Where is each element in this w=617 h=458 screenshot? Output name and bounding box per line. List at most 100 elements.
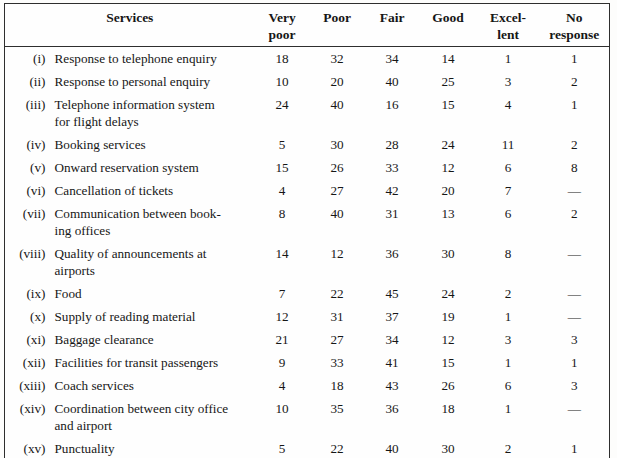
row-number: (xiii) [5, 374, 55, 397]
table-row: (xv) Punctuality 5 22 40 30 2 1 [5, 437, 610, 458]
cell-poor: 40 [310, 93, 365, 133]
service-name: Onward reservation system [55, 156, 255, 179]
cell-fair: 40 [365, 70, 420, 93]
cell-good: 20 [420, 179, 477, 202]
cell-poor: 27 [310, 328, 365, 351]
service-name: Response to personal enquiry [55, 70, 255, 93]
cell-very-poor: 5 [255, 133, 310, 156]
cell-excellent: 1 [477, 47, 540, 71]
header-very-poor: Very poor [255, 4, 310, 47]
header-excellent-line2: lent [477, 26, 540, 43]
cell-no-response: — [540, 397, 610, 437]
service-line1: Facilities for transit passengers [55, 354, 251, 371]
cell-fair: 36 [365, 397, 420, 437]
services-rating-table: Services Very poor Poor Fair Good Excel-… [4, 3, 610, 458]
cell-very-poor: 9 [255, 351, 310, 374]
cell-fair: 41 [365, 351, 420, 374]
service-name: Baggage clearance [55, 328, 255, 351]
row-number: (i) [5, 47, 55, 71]
header-row: Services Very poor Poor Fair Good Excel-… [5, 4, 610, 47]
service-name: Coordination between city office and air… [55, 397, 255, 437]
cell-very-poor: 24 [255, 93, 310, 133]
cell-fair: 33 [365, 156, 420, 179]
service-line1: Coordination between city office [55, 400, 251, 417]
service-line1: Onward reservation system [55, 159, 251, 176]
cell-excellent: 4 [477, 93, 540, 133]
cell-good: 30 [420, 242, 477, 282]
table-row: (xiii) Coach services 4 18 43 26 6 3 [5, 374, 610, 397]
cell-excellent: 1 [477, 351, 540, 374]
service-name: Supply of reading material [55, 305, 255, 328]
table-row: (xii) Facilities for transit passengers … [5, 351, 610, 374]
cell-no-response: 1 [540, 93, 610, 133]
cell-no-response: — [540, 305, 610, 328]
service-name: Food [55, 282, 255, 305]
service-name: Cancellation of tickets [55, 179, 255, 202]
header-no-response: No response [540, 4, 610, 47]
service-name: Punctuality [55, 437, 255, 458]
cell-very-poor: 10 [255, 397, 310, 437]
cell-fair: 37 [365, 305, 420, 328]
cell-fair: 28 [365, 133, 420, 156]
cell-excellent: 7 [477, 179, 540, 202]
header-very-poor-line2: poor [255, 26, 310, 43]
row-number: (x) [5, 305, 55, 328]
cell-very-poor: 8 [255, 202, 310, 242]
header-poor-line1: Poor [310, 9, 365, 26]
header-poor: Poor [310, 4, 365, 47]
header-no-response-line2: response [540, 26, 610, 43]
cell-no-response: 1 [540, 351, 610, 374]
service-name: Facilities for transit passengers [55, 351, 255, 374]
table-row: (vii) Communication between book- ing of… [5, 202, 610, 242]
cell-no-response: — [540, 179, 610, 202]
cell-excellent: 11 [477, 133, 540, 156]
cell-good: 25 [420, 70, 477, 93]
cell-no-response: 1 [540, 437, 610, 458]
service-line1: Punctuality [55, 440, 251, 457]
cell-poor: 32 [310, 47, 365, 71]
cell-fair: 34 [365, 47, 420, 71]
cell-very-poor: 7 [255, 282, 310, 305]
row-number: (vi) [5, 179, 55, 202]
table-row: (ii) Response to personal enquiry 10 20 … [5, 70, 610, 93]
cell-fair: 40 [365, 437, 420, 458]
header-fair: Fair [365, 4, 420, 47]
header-excellent-line1: Excel- [477, 9, 540, 26]
cell-good: 30 [420, 437, 477, 458]
cell-no-response: 2 [540, 133, 610, 156]
cell-poor: 26 [310, 156, 365, 179]
table-row: (xiv) Coordination between city office a… [5, 397, 610, 437]
table-row: (vi) Cancellation of tickets 4 27 42 20 … [5, 179, 610, 202]
row-number: (iii) [5, 93, 55, 133]
document-page: Services Very poor Poor Fair Good Excel-… [4, 3, 612, 458]
cell-no-response: — [540, 282, 610, 305]
row-number: (ix) [5, 282, 55, 305]
cell-very-poor: 5 [255, 437, 310, 458]
row-number: (ii) [5, 70, 55, 93]
cell-very-poor: 12 [255, 305, 310, 328]
cell-excellent: 3 [477, 70, 540, 93]
cell-poor: 22 [310, 282, 365, 305]
header-excellent: Excel- lent [477, 4, 540, 47]
cell-poor: 18 [310, 374, 365, 397]
cell-excellent: 6 [477, 156, 540, 179]
service-line1: Supply of reading material [55, 308, 251, 325]
cell-fair: 43 [365, 374, 420, 397]
cell-fair: 16 [365, 93, 420, 133]
cell-good: 13 [420, 202, 477, 242]
cell-poor: 20 [310, 70, 365, 93]
cell-no-response: 1 [540, 47, 610, 71]
cell-good: 15 [420, 93, 477, 133]
service-line1: Response to personal enquiry [55, 73, 251, 90]
row-number: (xii) [5, 351, 55, 374]
cell-very-poor: 4 [255, 179, 310, 202]
cell-poor: 30 [310, 133, 365, 156]
header-no-response-line1: No [540, 9, 610, 26]
header-fair-line1: Fair [365, 9, 420, 26]
cell-excellent: 6 [477, 374, 540, 397]
service-line1: Cancellation of tickets [55, 182, 251, 199]
cell-good: 24 [420, 282, 477, 305]
header-very-poor-line1: Very [255, 9, 310, 26]
header-good: Good [420, 4, 477, 47]
cell-very-poor: 21 [255, 328, 310, 351]
